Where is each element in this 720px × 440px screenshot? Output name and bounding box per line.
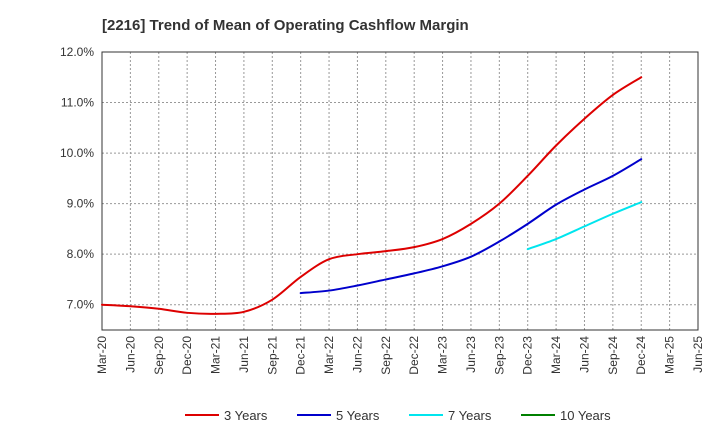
series-line-3-years xyxy=(101,76,643,315)
x-tick-label: Jun-20 xyxy=(123,336,137,373)
x-tick-label: Mar-20 xyxy=(95,336,109,374)
y-axis: 7.0% 8.0% 9.0% 10.0% 11.0% 12.0% xyxy=(60,45,94,312)
x-tick-label: Mar-25 xyxy=(663,336,677,374)
y-tick-label: 7.0% xyxy=(67,298,95,312)
y-tick-label: 8.0% xyxy=(67,247,95,261)
x-tick-label: Mar-22 xyxy=(322,336,336,374)
y-tick-label: 9.0% xyxy=(67,197,95,211)
x-tick-label: Jun-21 xyxy=(237,336,251,373)
x-tick-label: Sep-21 xyxy=(265,336,279,375)
x-tick-label: Jun-24 xyxy=(577,336,591,373)
y-tick-label: 10.0% xyxy=(60,146,94,160)
legend-label-5-years: 5 Years xyxy=(336,408,380,423)
x-tick-label: Mar-23 xyxy=(436,336,450,374)
x-tick-label: Jun-23 xyxy=(464,336,478,373)
x-tick-label: Mar-24 xyxy=(549,336,563,374)
plot-frame xyxy=(101,51,699,331)
x-tick-label: Dec-24 xyxy=(634,336,648,375)
series-line-5-years xyxy=(299,158,643,295)
x-tick-label: Mar-21 xyxy=(209,336,223,374)
x-tick-label: Dec-22 xyxy=(407,336,421,375)
y-tick-label: 12.0% xyxy=(60,45,94,59)
legend-label-7-years: 7 Years xyxy=(448,408,492,423)
x-tick-label: Jun-25 xyxy=(691,336,705,373)
x-tick-label: Sep-23 xyxy=(492,336,506,375)
legend-label-3-years: 3 Years xyxy=(224,408,268,423)
y-tick-label: 11.0% xyxy=(61,96,94,110)
x-tick-label: Sep-24 xyxy=(606,336,620,375)
grid xyxy=(101,51,699,330)
x-tick-label: Sep-20 xyxy=(152,336,166,375)
x-axis: Mar-20 Jun-20 Sep-20 Dec-20 Mar-21 Jun-21 Sep-… xyxy=(95,336,705,375)
x-tick-label: Jun-22 xyxy=(350,336,364,373)
x-tick-label: Dec-23 xyxy=(521,336,535,375)
x-tick-label: Dec-20 xyxy=(180,336,194,375)
series xyxy=(101,76,643,315)
chart-title: [2216] Trend of Mean of Operating Cashfl… xyxy=(102,17,469,34)
x-tick-label: Dec-21 xyxy=(294,336,308,375)
series-line-7-years xyxy=(526,201,643,251)
x-tick-label: Sep-22 xyxy=(379,336,393,375)
legend: 3 Years 5 Years 7 Years 10 Years xyxy=(185,408,611,423)
legend-label-10-years: 10 Years xyxy=(560,408,611,423)
